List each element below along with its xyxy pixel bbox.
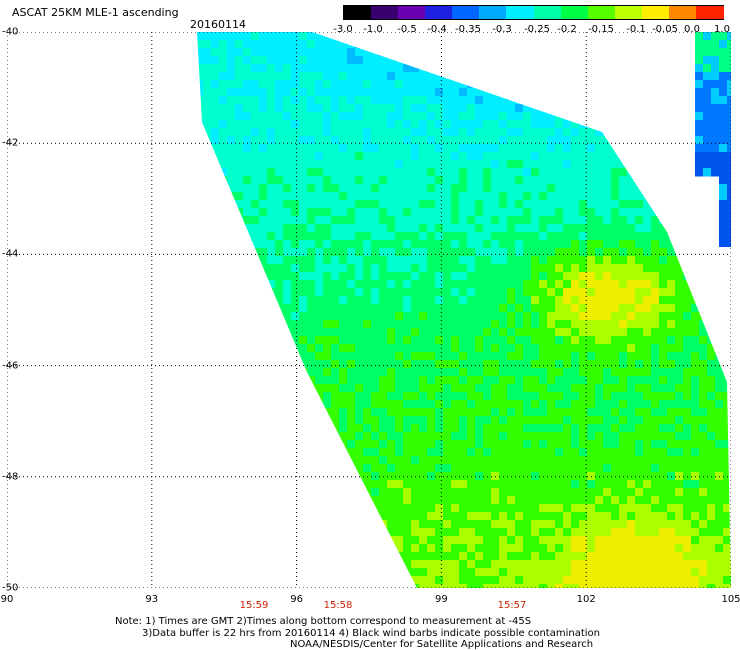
colorbar-segment [695, 6, 724, 19]
map-title: ASCAT 25KM MLE-1 ascending [12, 6, 179, 19]
colorbar [343, 5, 724, 20]
colorbar-segment [533, 6, 562, 19]
pass-time-label: 15:59 [239, 600, 269, 611]
colorbar-segment [560, 6, 589, 19]
map-plot [7, 32, 731, 588]
colorbar-label: -0.2 [557, 24, 577, 35]
pass-time-label: 15:58 [323, 600, 353, 611]
latitude-label: -40 [2, 26, 19, 38]
colorbar-segment [668, 6, 697, 19]
colorbar-label: -0.4 [427, 24, 447, 35]
colorbar-label: -0.5 [397, 24, 417, 35]
latitude-label: -44 [2, 248, 19, 260]
colorbar-label: -3.0 [333, 24, 353, 35]
latitude-label: -48 [2, 471, 19, 483]
colorbar-label: -1.0 [363, 24, 383, 35]
colorbar-segment [587, 6, 616, 19]
colorbar-label: -0.25 [524, 24, 550, 35]
note-line-3: NOAA/NESDIS/Center for Satellite Applica… [290, 639, 594, 650]
latitude-label: -46 [2, 360, 19, 372]
longitude-label: 102 [576, 594, 596, 605]
colorbar-label: 0.0 [684, 24, 700, 35]
longitude-label: 90 [0, 594, 14, 605]
colorbar-label: -0.3 [492, 24, 512, 35]
note-line-1: Note: 1) Times are GMT 2)Times along bot… [115, 616, 532, 627]
colorbar-segment [479, 6, 508, 19]
latitude-label: -50 [2, 582, 19, 594]
map-date: 20160114 [190, 18, 246, 31]
colorbar-segment [614, 6, 643, 19]
note-line-2: 3)Data buffer is 22 hrs from 20160114 4)… [142, 628, 600, 639]
colorbar-segment [371, 6, 400, 19]
colorbar-label: -0.1 [626, 24, 646, 35]
adjacent-swath [695, 32, 731, 247]
longitude-label: 96 [290, 594, 303, 605]
colorbar-segment [398, 6, 427, 19]
swath-field [197, 32, 731, 588]
colorbar-segment [452, 6, 481, 19]
colorbar-segment [344, 6, 373, 19]
colorbar-segment [641, 6, 670, 19]
longitude-label: 99 [435, 594, 448, 605]
colorbar-segment [425, 6, 454, 19]
latitude-label: -42 [2, 137, 19, 149]
longitude-label: 93 [145, 594, 159, 605]
pass-time-label: 15:57 [497, 600, 527, 611]
colorbar-label: -0.05 [652, 24, 678, 35]
colorbar-label: -0.15 [588, 24, 614, 35]
longitude-label: 105 [721, 594, 740, 605]
colorbar-label: -0.35 [455, 24, 481, 35]
colorbar-label: 1.0 [714, 24, 730, 35]
colorbar-segment [506, 6, 535, 19]
